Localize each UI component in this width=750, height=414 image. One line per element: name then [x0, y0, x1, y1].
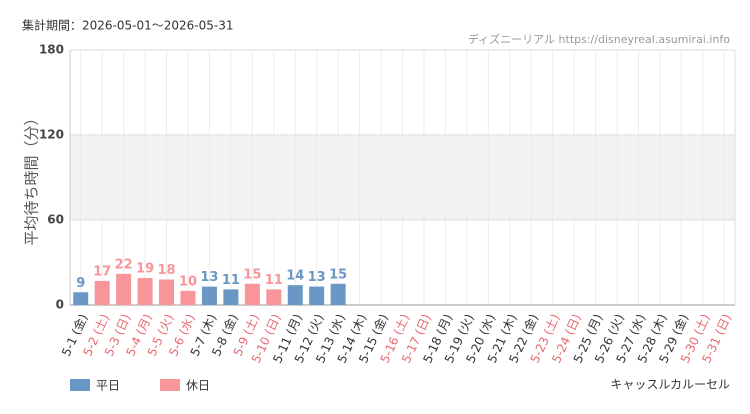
bar	[330, 283, 346, 305]
legend-label: 平日	[96, 379, 120, 393]
bar	[116, 273, 132, 305]
y-tick-label: 60	[47, 213, 64, 227]
data-label: 18	[157, 263, 175, 278]
y-axis-label: 平均待ち時間（分）	[23, 110, 41, 245]
source: ディズニーリアル https://disneyreal.asumirai.inf…	[468, 32, 730, 46]
data-label: 19	[136, 262, 154, 277]
bar	[287, 285, 303, 305]
legend-swatch	[160, 379, 180, 391]
data-label: 10	[179, 274, 197, 289]
bar	[73, 292, 89, 305]
legend-label: 休日	[186, 379, 210, 393]
bar	[309, 286, 325, 305]
bar	[244, 283, 260, 305]
data-label: 13	[200, 270, 218, 285]
data-label: 14	[286, 269, 304, 284]
data-label: 15	[243, 267, 261, 282]
bar	[266, 289, 282, 305]
data-label: 9	[76, 276, 85, 291]
bar	[137, 278, 153, 305]
bar	[180, 290, 196, 305]
data-label: 13	[308, 270, 326, 285]
period: 集計期間：2026-05-01～2026-05-31	[22, 18, 233, 33]
bar	[159, 279, 175, 305]
data-label: 17	[93, 264, 111, 279]
bar	[223, 289, 239, 305]
bar	[201, 286, 217, 305]
attraction: キャッスルカルーセル	[610, 378, 730, 392]
bar	[94, 280, 110, 305]
data-label: 22	[115, 257, 133, 272]
data-label: 11	[222, 273, 240, 288]
data-label: 15	[329, 267, 347, 282]
y-tick-label: 180	[39, 43, 64, 57]
y-tick-label: 120	[39, 128, 64, 142]
data-label: 11	[265, 273, 283, 288]
legend-swatch	[70, 379, 90, 391]
y-tick-label: 0	[56, 298, 64, 312]
